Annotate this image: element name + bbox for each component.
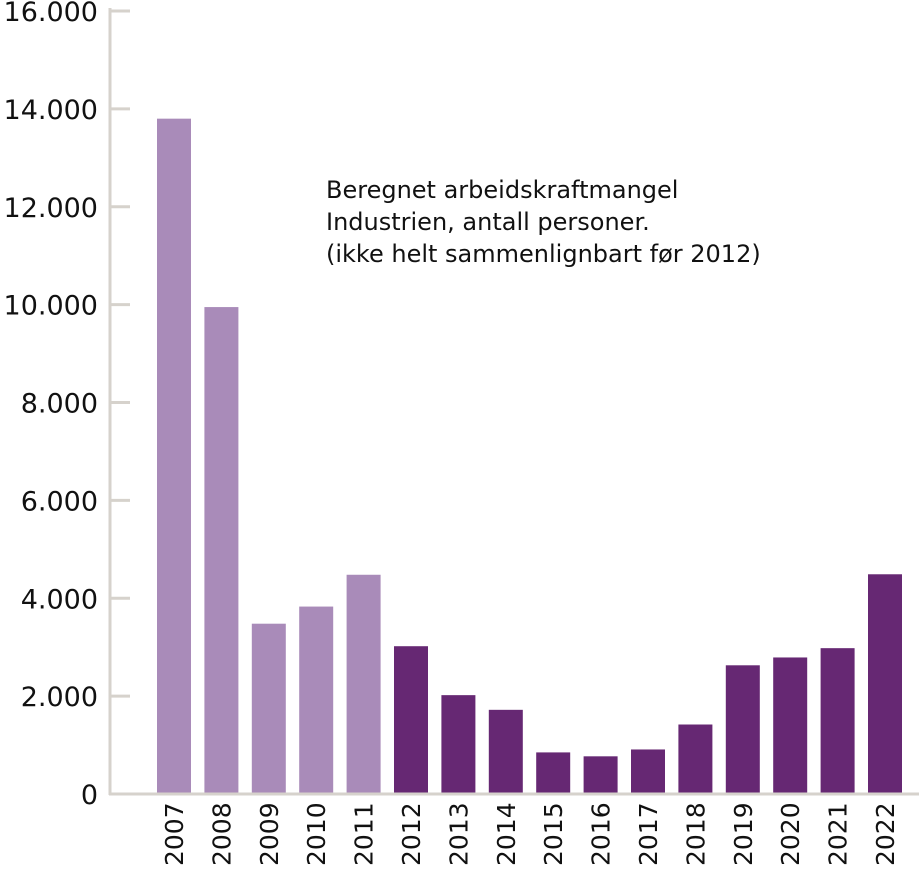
bar-2016 (583, 756, 618, 794)
x-tick-label: 2018 (681, 802, 710, 866)
y-tick-label: 0 (81, 780, 98, 811)
y-tick-label: 14.000 (4, 95, 98, 126)
x-tick-label: 2015 (539, 802, 568, 866)
bar-2012 (394, 646, 428, 794)
x-tick-label: 2013 (444, 802, 473, 866)
annotation: Beregnet arbeidskraftmangel Industrien, … (326, 176, 761, 268)
bar-2019 (725, 665, 760, 794)
bar-2015 (536, 752, 571, 794)
bar-2021 (820, 648, 855, 794)
y-tick-label: 8.000 (21, 389, 98, 420)
x-tick-label: 2010 (302, 802, 331, 866)
y-tick-label: 2.000 (21, 682, 98, 713)
bar-2008 (204, 307, 239, 794)
annotation-line-1: Beregnet arbeidskraftmangel (326, 176, 678, 204)
bar-2020 (773, 657, 808, 794)
x-tick-label: 2016 (587, 802, 616, 866)
y-tick-label: 4.000 (21, 584, 98, 615)
bar-2011 (346, 574, 381, 794)
y-tick-label: 6.000 (21, 486, 98, 517)
bar-2017 (631, 749, 665, 794)
x-tick-label: 2022 (871, 802, 900, 866)
bar-2018 (678, 724, 713, 794)
x-tick-label: 2012 (397, 802, 426, 866)
bar-2013 (441, 695, 476, 794)
x-tick-label: 2014 (492, 802, 521, 866)
y-tick-label: 16.000 (4, 0, 98, 28)
annotation-line-3: (ikke helt sammenlignbart før 2012) (326, 240, 761, 268)
bar-2010 (299, 606, 334, 794)
bar-2007 (157, 118, 191, 795)
x-tick-label: 2020 (776, 802, 805, 866)
x-tick-label: 2009 (255, 802, 284, 866)
bar-2014 (488, 709, 523, 794)
y-tick-label: 12.000 (4, 193, 98, 224)
bar-2022 (868, 574, 902, 794)
x-tick-label: 2021 (824, 802, 853, 866)
annotation-line-2: Industrien, antall personer. (326, 208, 650, 236)
y-tick-label: 10.000 (4, 291, 98, 322)
bar-2009 (251, 623, 286, 794)
x-tick-label: 2011 (350, 802, 379, 866)
x-tick-label: 2007 (160, 802, 189, 866)
x-tick-label: 2008 (207, 802, 236, 866)
x-tick-label: 2017 (634, 802, 663, 866)
x-tick-label: 2019 (729, 802, 758, 866)
